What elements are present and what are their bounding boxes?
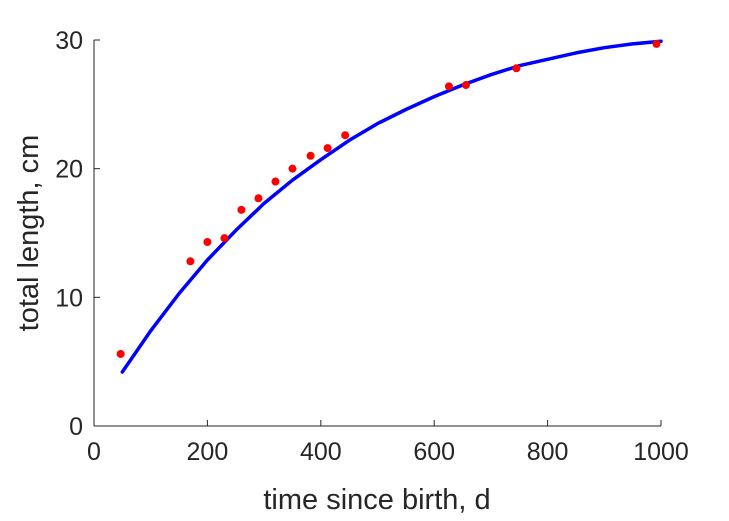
x-tick-label: 600 [413, 438, 455, 466]
fit-curve-line [120, 39, 663, 374]
data-point [254, 194, 263, 203]
data-point [237, 205, 246, 214]
y-tick-label: 10 [55, 284, 83, 312]
x-tick-label: 400 [300, 438, 342, 466]
data-point [220, 234, 229, 243]
y-tick-label: 30 [55, 27, 83, 55]
y-tick-label: 0 [69, 413, 83, 441]
x-tick-label: 800 [527, 438, 569, 466]
y-tick-label: 20 [55, 156, 83, 184]
x-tick-label: 200 [187, 438, 229, 466]
data-point [341, 131, 350, 140]
y-axis-label: total length, cm [13, 135, 45, 332]
data-point [186, 257, 195, 266]
x-axis-label: time since birth, d [263, 484, 490, 516]
data-point [116, 349, 125, 358]
axes [93, 40, 661, 427]
data-point [461, 81, 470, 90]
data-point [306, 151, 315, 160]
data-points [116, 39, 661, 358]
data-point [203, 238, 212, 247]
data-point [288, 164, 297, 173]
data-point [444, 82, 453, 91]
x-tick-label: 1000 [633, 438, 689, 466]
y-ticks: 0 10 20 30 [55, 27, 100, 441]
data-point [652, 39, 661, 48]
data-point [271, 177, 280, 186]
fit-curve [120, 39, 663, 374]
x-tick-label: 0 [87, 438, 101, 466]
x-ticks: 0 200 400 600 800 1000 [87, 420, 689, 466]
data-point [323, 144, 332, 153]
data-point [512, 64, 521, 73]
